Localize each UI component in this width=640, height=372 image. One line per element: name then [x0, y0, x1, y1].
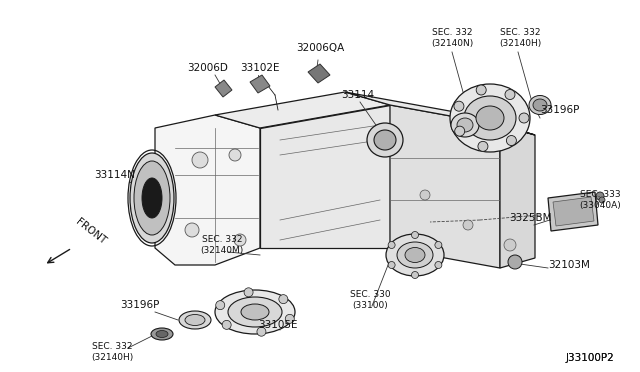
Ellipse shape [405, 247, 425, 263]
Circle shape [454, 101, 464, 111]
Circle shape [476, 85, 486, 95]
Ellipse shape [374, 130, 396, 150]
Circle shape [234, 234, 246, 246]
Ellipse shape [451, 113, 479, 137]
Ellipse shape [476, 106, 504, 130]
Circle shape [505, 90, 515, 100]
Text: 33114: 33114 [341, 90, 374, 100]
Text: 33196P: 33196P [540, 105, 579, 115]
Circle shape [285, 314, 294, 323]
Circle shape [504, 239, 516, 251]
Circle shape [257, 327, 266, 336]
Polygon shape [455, 112, 535, 135]
Circle shape [222, 320, 231, 329]
Polygon shape [390, 105, 500, 268]
Circle shape [388, 262, 395, 269]
Text: 33196P: 33196P [120, 300, 160, 310]
Text: 33105E: 33105E [259, 320, 298, 330]
Ellipse shape [134, 161, 170, 235]
Circle shape [279, 295, 288, 304]
Polygon shape [215, 92, 390, 128]
Polygon shape [250, 75, 270, 93]
Text: FRONT: FRONT [74, 217, 108, 246]
Ellipse shape [156, 330, 168, 337]
Ellipse shape [450, 84, 530, 152]
Ellipse shape [151, 328, 173, 340]
Circle shape [506, 135, 516, 145]
Circle shape [519, 113, 529, 123]
Circle shape [463, 220, 473, 230]
Polygon shape [500, 125, 535, 268]
Ellipse shape [130, 153, 174, 243]
Ellipse shape [228, 297, 282, 327]
Circle shape [435, 241, 442, 248]
Text: 33102E: 33102E [240, 63, 280, 73]
Ellipse shape [397, 242, 433, 268]
Ellipse shape [185, 314, 205, 326]
Ellipse shape [215, 290, 295, 334]
Circle shape [420, 190, 430, 200]
Circle shape [596, 192, 604, 200]
Text: SEC. 333
(33040A): SEC. 333 (33040A) [579, 190, 621, 210]
Circle shape [454, 126, 465, 136]
Polygon shape [548, 192, 598, 231]
Circle shape [599, 197, 605, 203]
Text: 32006QA: 32006QA [296, 43, 344, 53]
Ellipse shape [533, 99, 547, 111]
Circle shape [412, 272, 419, 279]
Ellipse shape [241, 304, 269, 320]
Ellipse shape [142, 178, 162, 218]
Polygon shape [155, 115, 260, 265]
Text: J33100P2: J33100P2 [566, 353, 614, 363]
Text: SEC. 332
(32140M): SEC. 332 (32140M) [200, 235, 244, 255]
Polygon shape [260, 105, 390, 248]
Circle shape [435, 262, 442, 269]
Ellipse shape [457, 118, 473, 132]
Polygon shape [308, 64, 330, 83]
Polygon shape [215, 80, 232, 97]
Text: 32006D: 32006D [188, 63, 228, 73]
Polygon shape [345, 92, 500, 125]
Ellipse shape [386, 234, 444, 276]
Circle shape [478, 141, 488, 151]
Circle shape [412, 231, 419, 238]
Text: 32103M: 32103M [548, 260, 590, 270]
Circle shape [216, 301, 225, 310]
Circle shape [192, 152, 208, 168]
Text: 3325BM: 3325BM [509, 213, 551, 223]
Text: SEC. 332
(32140H): SEC. 332 (32140H) [499, 28, 541, 48]
Circle shape [388, 241, 395, 248]
Ellipse shape [367, 123, 403, 157]
Text: 33114N: 33114N [95, 170, 136, 180]
Text: SEC. 332
(32140H): SEC. 332 (32140H) [91, 342, 133, 362]
Text: SEC. 330
(33100): SEC. 330 (33100) [349, 290, 390, 310]
Circle shape [185, 223, 199, 237]
Polygon shape [553, 197, 594, 226]
Ellipse shape [529, 96, 551, 115]
Circle shape [229, 149, 241, 161]
Ellipse shape [179, 311, 211, 329]
Text: J33100P2: J33100P2 [566, 353, 614, 363]
Text: SEC. 332
(32140N): SEC. 332 (32140N) [431, 28, 473, 48]
Circle shape [244, 288, 253, 297]
Circle shape [508, 255, 522, 269]
Ellipse shape [464, 96, 516, 140]
